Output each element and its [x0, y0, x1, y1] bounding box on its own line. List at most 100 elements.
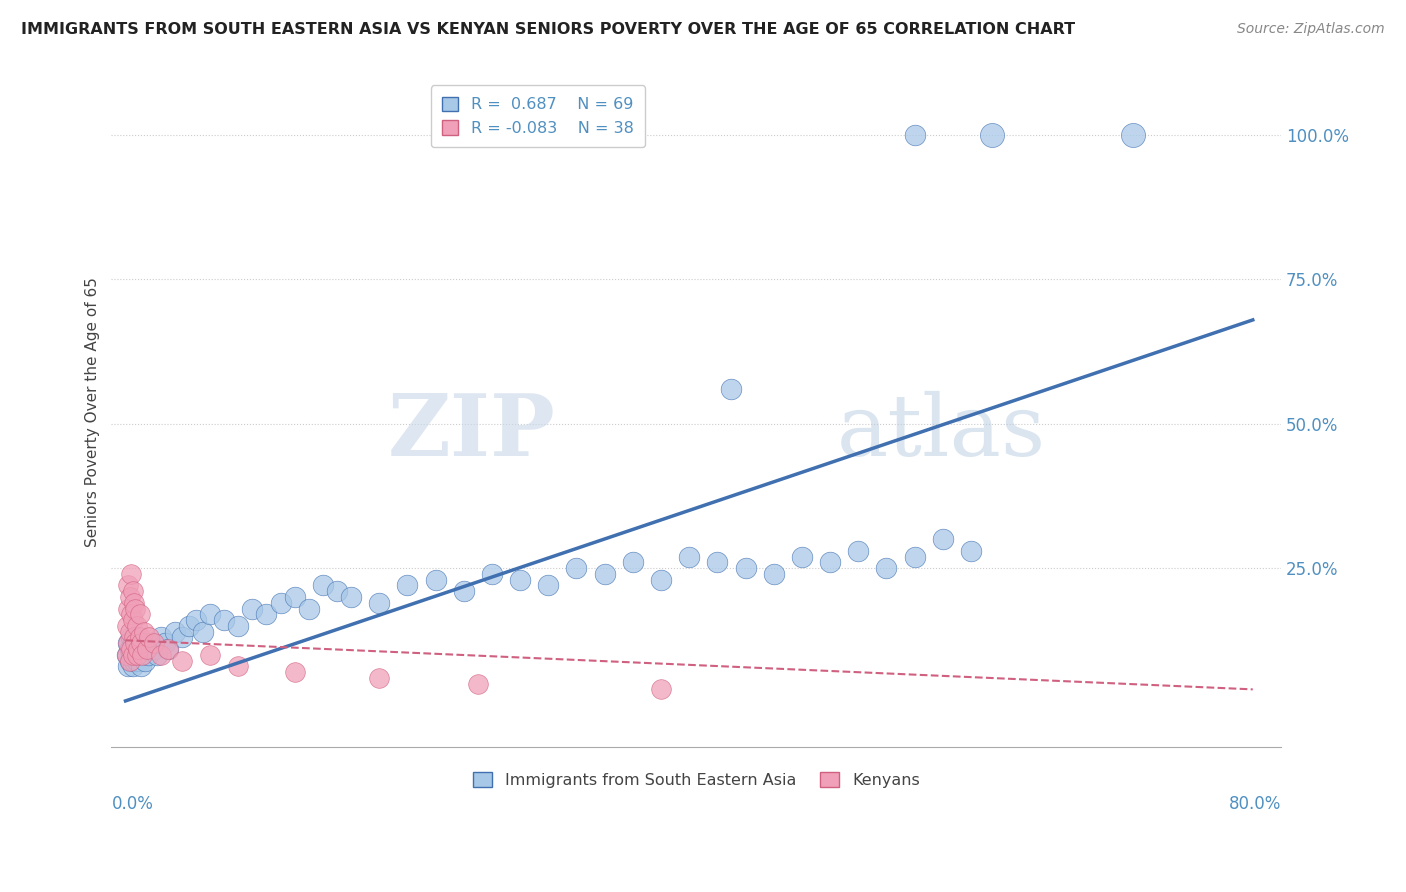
Point: [932, 533, 955, 547]
Point: [117, 601, 139, 615]
Point: [163, 624, 186, 639]
Point: [153, 636, 176, 650]
Point: [115, 648, 138, 662]
Point: [312, 578, 335, 592]
Text: 80.0%: 80.0%: [1229, 796, 1281, 814]
Point: [118, 590, 141, 604]
Point: [121, 648, 143, 662]
Point: [720, 382, 742, 396]
Point: [122, 631, 145, 645]
Point: [134, 653, 156, 667]
Text: ZIP: ZIP: [388, 391, 555, 475]
Point: [124, 601, 146, 615]
Point: [125, 642, 148, 657]
Point: [145, 648, 167, 662]
Point: [875, 561, 897, 575]
Point: [142, 636, 165, 650]
Point: [142, 642, 165, 657]
Point: [128, 631, 150, 645]
Point: [129, 636, 152, 650]
Point: [124, 636, 146, 650]
Point: [678, 549, 700, 564]
Point: [115, 648, 138, 662]
Point: [120, 631, 142, 645]
Point: [565, 561, 588, 575]
Point: [139, 636, 162, 650]
Point: [298, 601, 321, 615]
Point: [396, 578, 419, 592]
Point: [122, 653, 145, 667]
Point: [481, 566, 503, 581]
Point: [903, 128, 925, 143]
Point: [132, 636, 155, 650]
Point: [124, 631, 146, 645]
Point: [1122, 128, 1144, 143]
Point: [135, 642, 157, 657]
Point: [128, 653, 150, 667]
Point: [453, 584, 475, 599]
Point: [284, 665, 307, 679]
Point: [156, 642, 179, 657]
Point: [368, 596, 391, 610]
Point: [254, 607, 277, 622]
Point: [118, 642, 141, 657]
Point: [138, 631, 160, 645]
Point: [191, 624, 214, 639]
Text: IMMIGRANTS FROM SOUTH EASTERN ASIA VS KENYAN SENIORS POVERTY OVER THE AGE OF 65 : IMMIGRANTS FROM SOUTH EASTERN ASIA VS KE…: [21, 22, 1076, 37]
Point: [122, 596, 145, 610]
Point: [706, 555, 728, 569]
Point: [132, 624, 155, 639]
Point: [790, 549, 813, 564]
Point: [509, 573, 531, 587]
Point: [734, 561, 756, 575]
Point: [131, 648, 153, 662]
Legend: Immigrants from South Eastern Asia, Kenyans: Immigrants from South Eastern Asia, Keny…: [465, 764, 928, 796]
Point: [149, 631, 172, 645]
Point: [846, 544, 869, 558]
Point: [121, 659, 143, 673]
Point: [212, 613, 235, 627]
Point: [118, 653, 141, 667]
Point: [117, 578, 139, 592]
Point: [128, 607, 150, 622]
Point: [170, 631, 193, 645]
Point: [129, 659, 152, 673]
Point: [326, 584, 349, 599]
Point: [118, 653, 141, 667]
Point: [118, 624, 141, 639]
Point: [120, 566, 142, 581]
Point: [368, 671, 391, 685]
Point: [621, 555, 644, 569]
Point: [198, 648, 221, 662]
Point: [226, 659, 249, 673]
Point: [184, 613, 207, 627]
Point: [135, 642, 157, 657]
Point: [120, 607, 142, 622]
Point: [127, 636, 149, 650]
Point: [177, 619, 200, 633]
Point: [960, 544, 983, 558]
Point: [240, 601, 263, 615]
Point: [762, 566, 785, 581]
Point: [981, 128, 1004, 143]
Point: [121, 613, 143, 627]
Point: [117, 636, 139, 650]
Point: [124, 648, 146, 662]
Point: [593, 566, 616, 581]
Point: [149, 648, 172, 662]
Text: atlas: atlas: [837, 391, 1046, 474]
Point: [122, 642, 145, 657]
Point: [117, 659, 139, 673]
Point: [156, 642, 179, 657]
Point: [818, 555, 841, 569]
Text: 0.0%: 0.0%: [111, 796, 153, 814]
Point: [121, 584, 143, 599]
Point: [121, 636, 143, 650]
Point: [127, 648, 149, 662]
Point: [127, 642, 149, 657]
Point: [537, 578, 560, 592]
Point: [128, 642, 150, 657]
Point: [117, 636, 139, 650]
Text: Source: ZipAtlas.com: Source: ZipAtlas.com: [1237, 22, 1385, 37]
Point: [115, 619, 138, 633]
